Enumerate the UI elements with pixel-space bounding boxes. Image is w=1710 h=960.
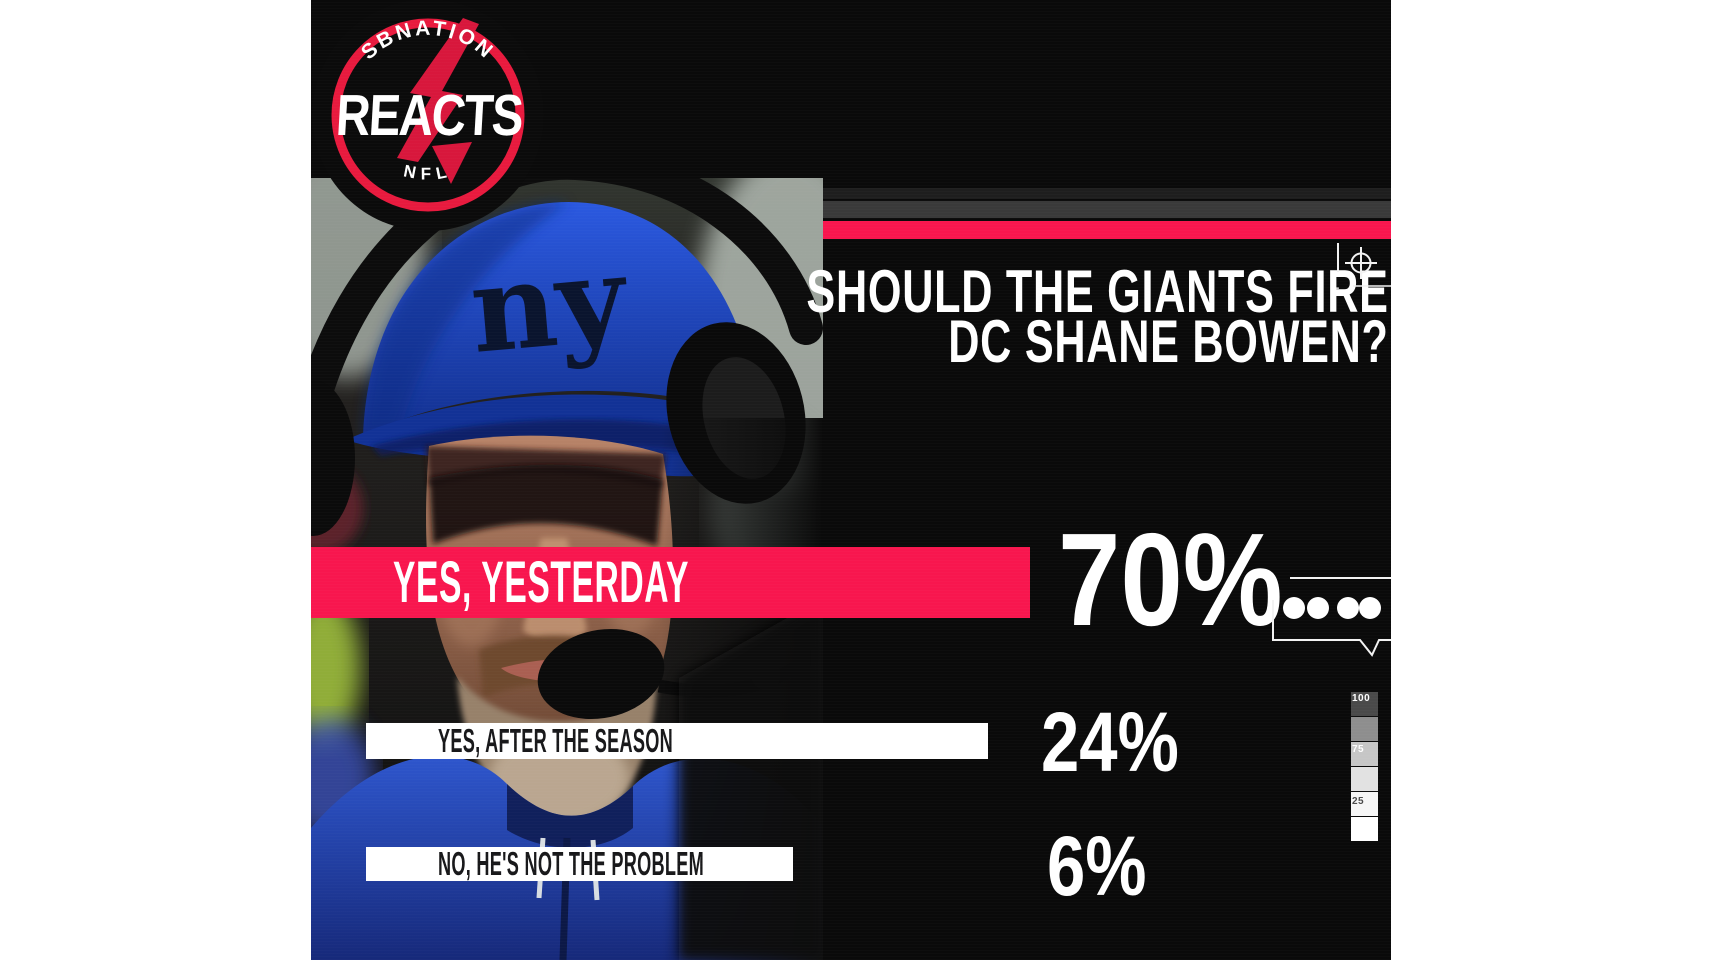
legend-swatch (1351, 767, 1378, 791)
header-stripe-darker (823, 188, 1391, 199)
red-bolt (397, 18, 479, 162)
grayscale-legend (1351, 692, 1378, 842)
dot (1283, 597, 1305, 619)
poll-bar-yes-after-season: YES, AFTER THE SEASON (366, 722, 988, 759)
ellipsis-dots (1283, 597, 1381, 619)
dot (1359, 597, 1381, 619)
poll-option-label: YES, YESTERDAY (393, 550, 690, 615)
poll-graphic: ny SHOULD THE GIANTS FIRE DC SHANE BOWEN… (311, 0, 1391, 960)
hoodie-collar (507, 784, 633, 848)
legend-label-100: 100 (1352, 693, 1371, 704)
poll-option-label: NO, HE'S NOT THE PROBLEM (438, 845, 705, 882)
headset-band (311, 178, 823, 445)
dot (1307, 597, 1329, 619)
poll-question-line1: SHOULD THE GIANTS FIRE (806, 258, 1389, 325)
brand-nfl: NFL (402, 161, 454, 183)
field-green-blur (311, 593, 361, 743)
legend-swatch (1351, 717, 1378, 741)
red-check-arrow (432, 142, 472, 184)
legend-swatch (1351, 692, 1378, 716)
tick-label: 5 (1333, 285, 1340, 299)
crosshair-group (1337, 243, 1391, 287)
poll-bar-yes-yesterday: YES, YESTERDAY (311, 547, 1030, 618)
brand-reacts: REACTS (334, 84, 524, 148)
header-stripe-red (823, 221, 1391, 239)
sbnation-reacts-logo: SBNATION REACTS NFL (312, 0, 544, 231)
legend-swatch (1351, 742, 1378, 766)
legend-swatch (1351, 817, 1378, 841)
ny-giants-logo: ny (465, 228, 634, 380)
speech-bubble-outline (1272, 577, 1391, 657)
telestrator-decorations: 5 (1272, 243, 1391, 657)
legend-label-75: 75 (1352, 744, 1365, 755)
headset-earcup-left (311, 380, 355, 536)
poll-bar-no-not-problem: NO, HE'S NOT THE PROBLEM (366, 845, 793, 882)
header-stripe-dark (823, 201, 1391, 218)
poll-option-label: YES, AFTER THE SEASON (438, 722, 674, 759)
badge-red-ring (331, 18, 525, 212)
legend-label-25: 25 (1352, 796, 1365, 807)
coach-photo: ny (311, 178, 823, 960)
sunglasses-shadow (429, 464, 663, 546)
legend-swatch (1351, 792, 1378, 816)
bubble-bottom-line (1272, 600, 1391, 657)
cap-shading (363, 202, 569, 436)
poll-value-24: 24% (1041, 695, 1179, 789)
poll-value-70: 70% (1058, 506, 1283, 653)
microphone-foam (537, 628, 665, 720)
dot (1337, 597, 1359, 619)
poll-question-line2: DC SHANE BOWEN? (948, 308, 1389, 375)
poll-value-6: 6% (1047, 819, 1147, 913)
